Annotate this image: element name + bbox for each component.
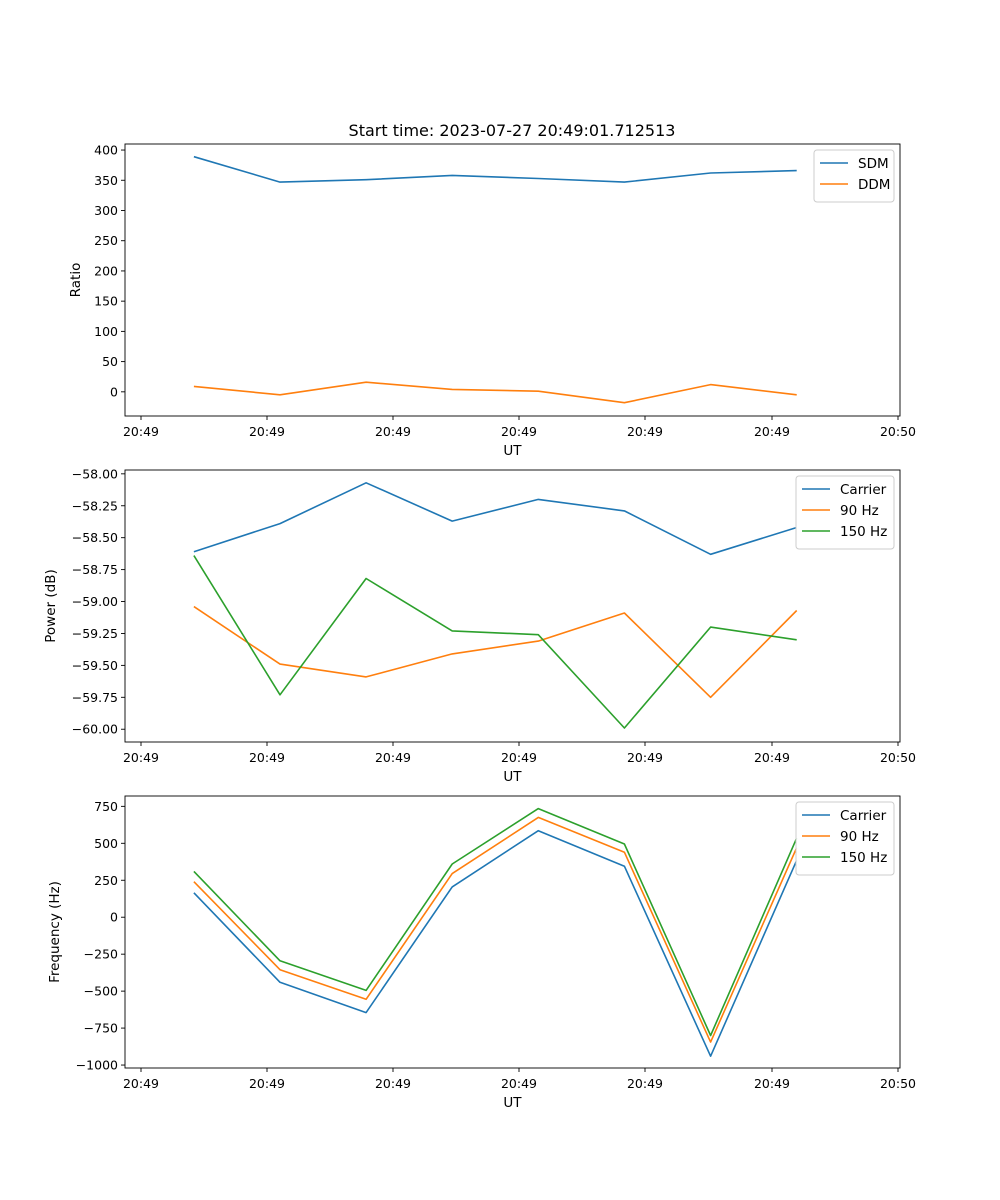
- y-tick-label: −58.75: [72, 562, 118, 577]
- x-tick-label: 20:49: [754, 750, 790, 765]
- y-tick-label: 300: [94, 203, 118, 218]
- series-line-1-1: [193, 155, 797, 183]
- subplots: 0 50 100 150 200 250 300 350 400 20:49 20:49 20:49 2…: [43, 143, 916, 1111]
- y-tick-label: −59.50: [72, 658, 118, 673]
- subplot-3: −1000 −750 −500 −250 0 250 500 750 20:49 20:49 20:…: [47, 795, 916, 1111]
- legend-label: 90 Hz: [840, 503, 879, 519]
- legend-label: 90 Hz: [840, 829, 879, 845]
- y-tick-label: 50: [102, 354, 118, 369]
- subplot-2: −60.00 −59.75 −59.50 −59.25 −59.00 −58.75 −58.…: [43, 466, 916, 785]
- x-tick-label: 20:49: [123, 750, 159, 765]
- x-tick-label: 20:49: [754, 1076, 790, 1091]
- y-tick-label: 150: [94, 294, 118, 309]
- x-tick-label: 20:49: [123, 424, 159, 439]
- x-tick-label: 20:50: [880, 750, 916, 765]
- y-tick-label: 200: [94, 263, 118, 278]
- y-tick-label: 750: [94, 799, 118, 814]
- x-tick-label: 20:49: [375, 1076, 411, 1091]
- legend-label: SDM: [858, 156, 889, 172]
- x-tick-label: 20:49: [501, 750, 537, 765]
- x-tick-label: 20:49: [375, 750, 411, 765]
- y-tick-label: −58.00: [72, 466, 118, 481]
- plot-frame: [124, 469, 901, 743]
- x-tick-label: 20:49: [249, 1076, 285, 1091]
- y-tick-label: −750: [84, 1021, 118, 1036]
- x-tick-label: 20:49: [249, 424, 285, 439]
- y-tick-label: −59.75: [72, 690, 118, 705]
- y-tick-label: −1000: [76, 1058, 118, 1073]
- y-tick-label: 0: [110, 910, 118, 925]
- y-tick-label: 0: [110, 384, 118, 399]
- x-tick-label: 20:50: [880, 1076, 916, 1091]
- series-line-3-1: [193, 829, 798, 1057]
- y-axis-label: Frequency (Hz): [47, 881, 63, 983]
- y-tick-label: −60.00: [72, 722, 118, 737]
- plot-frame: [124, 795, 901, 1069]
- series-line-2-1: [193, 481, 797, 556]
- x-tick-label: 20:49: [754, 424, 790, 439]
- y-tick-label: −58.25: [72, 498, 118, 513]
- y-tick-label: −59.00: [72, 594, 118, 609]
- legend-label: 150 Hz: [840, 850, 887, 866]
- series-line-1-2: [193, 381, 797, 404]
- series-line-2-2: [193, 605, 798, 699]
- x-tick-label: 20:49: [627, 424, 663, 439]
- series-line-3-2: [193, 816, 798, 1043]
- x-axis-label: UT: [503, 1095, 522, 1111]
- x-tick-label: 20:49: [501, 1076, 537, 1091]
- chart-title: Start time: 2023-07-27 20:49:01.712513: [349, 121, 676, 140]
- y-tick-label: −59.25: [72, 626, 118, 641]
- legend-label: Carrier: [840, 482, 887, 498]
- x-tick-label: 20:49: [627, 750, 663, 765]
- legend: Carrier 90 Hz 150 Hz: [795, 475, 895, 550]
- y-tick-label: 350: [94, 173, 118, 188]
- y-axis-label: Power (dB): [43, 569, 59, 642]
- subplot-1: 0 50 100 150 200 250 300 350 400 20:49 20:49 20:49 2…: [68, 143, 916, 459]
- x-tick-label: 20:49: [375, 424, 411, 439]
- series-line-2-3: [193, 555, 797, 729]
- legend: SDM DDM: [813, 149, 895, 203]
- y-tick-label: 500: [94, 836, 118, 851]
- y-tick-label: −58.50: [72, 530, 118, 545]
- x-tick-label: 20:49: [627, 1076, 663, 1091]
- legend-label: DDM: [858, 177, 890, 193]
- y-tick-label: 250: [94, 873, 118, 888]
- legend: Carrier 90 Hz 150 Hz: [795, 801, 895, 876]
- y-tick-label: 250: [94, 233, 118, 248]
- plot-frame: [124, 143, 901, 417]
- y-axis-label: Ratio: [68, 263, 84, 298]
- y-tick-label: 100: [94, 324, 118, 339]
- legend-label: Carrier: [840, 808, 887, 824]
- x-tick-label: 20:49: [123, 1076, 159, 1091]
- series-line-3-3: [193, 807, 798, 1037]
- y-tick-label: 400: [94, 143, 118, 158]
- x-tick-label: 20:49: [249, 750, 285, 765]
- x-tick-label: 20:49: [501, 424, 537, 439]
- y-tick-label: −500: [84, 984, 118, 999]
- x-tick-label: 20:50: [880, 424, 916, 439]
- legend-label: 150 Hz: [840, 524, 887, 540]
- y-tick-label: −250: [84, 947, 118, 962]
- x-axis-label: UT: [503, 443, 522, 459]
- x-axis-label: UT: [503, 769, 522, 785]
